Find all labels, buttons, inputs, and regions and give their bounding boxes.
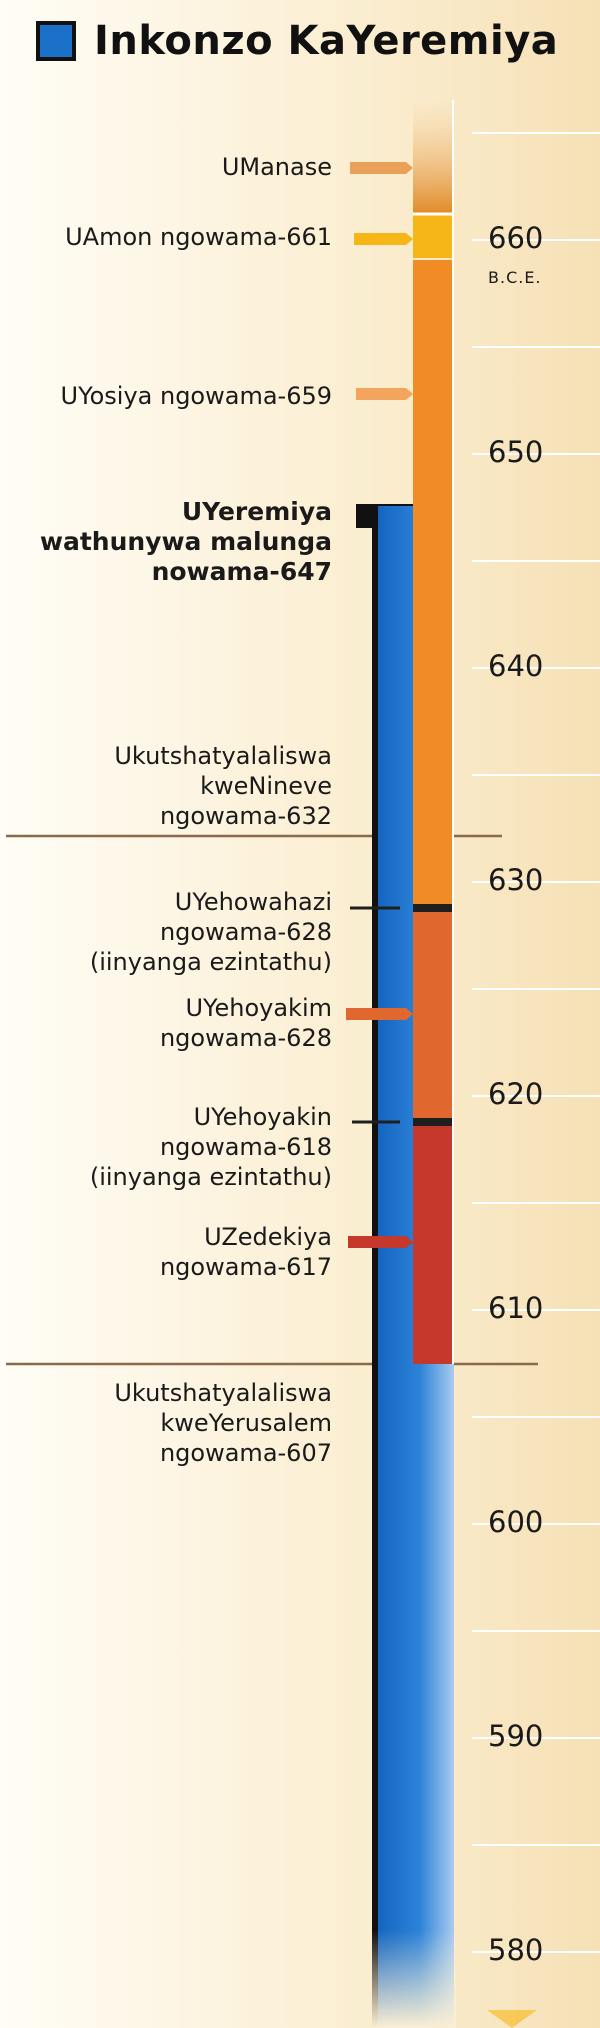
- page-title: Inkonzo KaYeremiya: [94, 18, 559, 64]
- label-line: ngowama-607: [159, 1439, 332, 1467]
- manasseh-bar: [413, 100, 453, 214]
- label-line: (iinyanga ezintathu): [89, 948, 332, 976]
- label-line: Ukutshatyalaliswa: [114, 742, 332, 770]
- label-line: kweYerusalem: [160, 1409, 332, 1437]
- label-jerusalem: Ukutshatyalaliswa kweYerusalem ngowama-6…: [114, 1378, 332, 1468]
- jehoiakim-bar: [413, 912, 453, 1118]
- josiah-bar: [413, 260, 453, 904]
- era-label: B.C.E.: [488, 268, 542, 287]
- jeremiah-bar-fade: [372, 1930, 456, 2028]
- josiah-connector: [356, 388, 413, 400]
- tick-label: 600: [488, 1505, 544, 1539]
- label-line: ngowama-628: [159, 1024, 332, 1052]
- label-line: ngowama-628: [159, 918, 332, 946]
- tick-label: 650: [488, 435, 544, 469]
- zedekiah-connector: [348, 1236, 413, 1248]
- zedekiah-bar: [413, 1126, 453, 1364]
- label-line: Ukutshatyalaliswa: [114, 1379, 332, 1407]
- jehoiachin-bar: [413, 1118, 453, 1126]
- jehoahaz-bar: [413, 904, 453, 912]
- header: Inkonzo KaYeremiya: [36, 18, 558, 64]
- label-line: kweNineve: [200, 772, 332, 800]
- label-nineveh: Ukutshatyalaliswa kweNineve ngowama-632: [114, 741, 332, 831]
- label-line: (iinyanga ezintathu): [89, 1163, 332, 1191]
- amon-connector: [354, 233, 413, 245]
- label-line: ngowama-618: [159, 1133, 332, 1161]
- tick-label: 620: [488, 1077, 544, 1111]
- label-line: UManase: [221, 153, 332, 181]
- label-line: UYeremiya: [181, 497, 332, 526]
- label-line: UYehowahazi: [174, 888, 332, 916]
- tick-label: 590: [488, 1719, 544, 1753]
- label-line: nowama-647: [151, 557, 332, 586]
- tick-label: 660: [488, 221, 544, 255]
- label-manasseh: UManase: [222, 152, 332, 182]
- tick-lines: [472, 132, 600, 1953]
- amon-bar: [413, 214, 453, 258]
- manasseh-connector: [350, 162, 413, 174]
- label-line: UYehoyakim: [185, 994, 332, 1022]
- label-amon: UAmon ngowama-661: [65, 222, 332, 252]
- jehoiakim-connector: [346, 1008, 413, 1020]
- label-zedekiah: UZedekiya ngowama-617: [160, 1222, 332, 1282]
- label-line: UAmon ngowama-661: [65, 223, 332, 251]
- axis-down-arrow: [487, 2010, 537, 2028]
- label-jehoiakim: UYehoyakim ngowama-628: [160, 993, 332, 1053]
- label-line: ngowama-632: [159, 802, 332, 830]
- label-josiah: UYosiya ngowama-659: [61, 381, 332, 411]
- label-jehoahaz: UYehowahazi ngowama-628 (iinyanga ezinta…: [90, 887, 332, 977]
- tick-label: 580: [488, 1933, 544, 1967]
- label-jeremiah: UYeremiya wathunywa malunga nowama-647: [40, 497, 332, 587]
- label-line: UZedekiya: [204, 1223, 332, 1251]
- tick-label: 610: [488, 1291, 544, 1325]
- legend-square-icon: [36, 21, 76, 61]
- label-line: UYehoyakin: [193, 1103, 332, 1131]
- tick-label: 630: [488, 863, 544, 897]
- label-line: ngowama-617: [159, 1253, 332, 1281]
- tick-label: 640: [488, 649, 544, 683]
- label-line: UYosiya ngowama-659: [60, 382, 332, 410]
- label-jehoiachin: UYehoyakin ngowama-618 (iinyanga ezintat…: [90, 1102, 332, 1192]
- label-line: wathunywa malunga: [39, 527, 332, 556]
